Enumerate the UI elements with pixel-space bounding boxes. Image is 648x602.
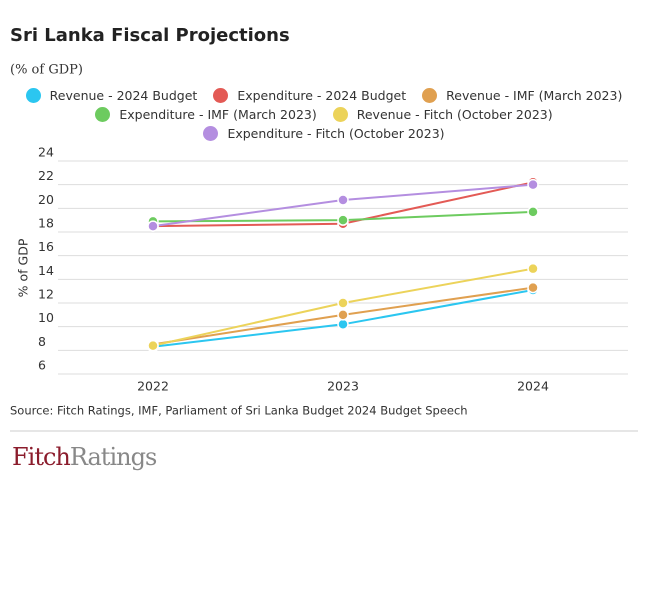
logo-second: Ratings	[70, 443, 157, 471]
y-tick-label: 8	[38, 334, 46, 349]
y-tick-label: 18	[38, 216, 54, 231]
y-tick-label: 22	[38, 168, 54, 183]
source: Source: Fitch Ratings, IMF, Parliament o…	[10, 404, 468, 418]
data-point	[337, 318, 349, 331]
legend-item[interactable]: Revenue - IMF (March 2023)	[422, 88, 622, 103]
legend-label: Revenue - Fitch (October 2023)	[356, 107, 553, 122]
chart-subtitle: (% of GDP)	[10, 63, 83, 78]
data-point	[527, 281, 539, 294]
legend-label: Expenditure - 2024 Budget	[237, 88, 407, 103]
x-tick-label: 2022	[137, 379, 169, 394]
legend-item[interactable]: Expenditure - IMF (March 2023)	[95, 107, 317, 122]
data-point	[527, 206, 539, 218]
y-axis-label: % of GDP	[16, 238, 31, 297]
x-tick-label: 2024	[517, 379, 549, 394]
legend-label: Revenue - 2024 Budget	[49, 88, 198, 103]
legend: Revenue - 2024 Budget Expenditure - 2024 …	[0, 86, 648, 143]
legend-label: Expenditure - Fitch (October 2023)	[227, 126, 445, 141]
legend-swatch	[213, 88, 229, 103]
y-tick-label: 16	[38, 239, 54, 254]
y-tick-label: 24	[38, 145, 54, 160]
legend-swatch	[95, 107, 111, 122]
data-point	[337, 309, 349, 321]
legend-row: Revenue - 2024 Budget Expenditure - 2024 …	[0, 86, 648, 105]
x-tick-label: 2023	[327, 379, 359, 394]
legend-swatch	[203, 126, 219, 141]
legend-item[interactable]: Revenue - 2024 Budget	[25, 88, 198, 103]
legend-item[interactable]: Expenditure - 2024 Budget	[213, 88, 406, 103]
legend-item[interactable]: Revenue - Fitch (October 2023)	[332, 107, 553, 122]
y-tick-label: 6	[38, 358, 46, 373]
y-tick-label: 12	[38, 287, 54, 302]
legend-label: Expenditure - IMF (March 2023)	[119, 107, 317, 122]
legend-item[interactable]: Expenditure - Fitch (October 2023)	[203, 126, 445, 141]
legend-swatch	[332, 107, 348, 122]
y-tick-label: 10	[38, 310, 54, 325]
y-tick-label: 14	[38, 263, 54, 278]
data-point	[527, 178, 539, 191]
logo: FitchRatings	[12, 443, 157, 471]
data-point	[337, 194, 349, 206]
y-tick-label: 20	[38, 192, 54, 207]
legend-swatch	[25, 88, 41, 103]
data-point	[527, 262, 539, 275]
data-point	[337, 214, 349, 226]
legend-swatch	[422, 88, 438, 103]
data-point	[147, 339, 159, 352]
legend-row: Expenditure - Fitch (October 2023)	[0, 124, 648, 143]
data-point	[337, 297, 349, 309]
chart-title: Sri Lanka Fiscal Projections	[10, 25, 290, 46]
data-point	[147, 220, 159, 232]
logo-first: Fitch	[12, 443, 70, 471]
legend-row: Expenditure - IMF (March 2023) Revenue - …	[0, 105, 648, 124]
legend-label: Revenue - IMF (March 2023)	[446, 88, 623, 103]
